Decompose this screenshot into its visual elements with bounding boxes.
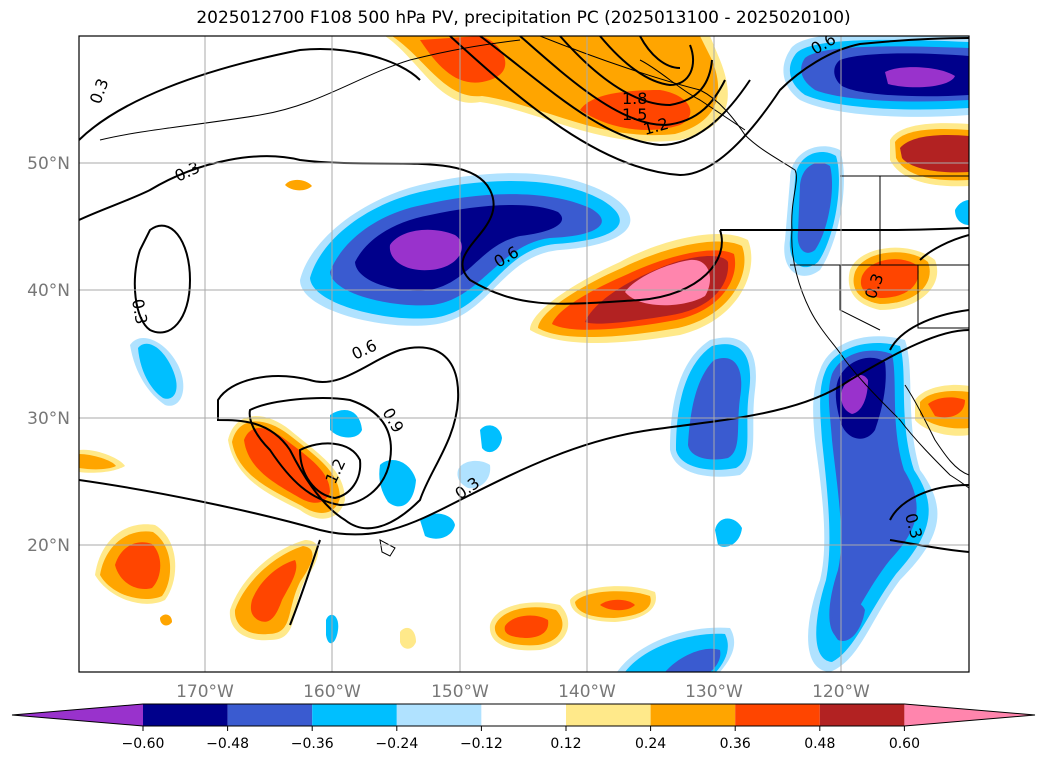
pv-contour <box>479 36 751 147</box>
precip-blob <box>389 229 462 271</box>
pv-contour <box>79 329 969 536</box>
pv-contour <box>79 48 421 141</box>
colorbar-tick-label: 0.24 <box>635 736 666 752</box>
colorbar-tick-label: −0.48 <box>206 736 249 752</box>
pv-contour <box>719 227 969 232</box>
precip-blob <box>115 542 161 590</box>
precip-blob <box>580 90 691 130</box>
lon-tick-label: 120°W <box>812 682 870 702</box>
pv-contour <box>889 484 969 521</box>
contour-label: 1.5 <box>622 105 647 124</box>
colorbar-extend-low <box>12 704 143 726</box>
coastline <box>539 36 746 136</box>
precip-blob <box>420 513 455 539</box>
precip-blob <box>250 560 297 622</box>
colorbar-tick-label: 0.48 <box>804 736 835 752</box>
colorbar-tick-label: 0.60 <box>889 736 920 752</box>
precip-blob <box>504 615 549 638</box>
pv-contour <box>79 155 723 305</box>
precip-blob <box>79 454 116 470</box>
map-area: 0.3 0.3 0.3 0.3 0.3 0.3 0.6 0.6 0.6 0.9 … <box>79 20 969 672</box>
pv-contour <box>519 36 726 127</box>
precip-blob <box>457 460 491 489</box>
contour-label: 1.8 <box>622 89 647 108</box>
pv-contour <box>289 539 321 626</box>
pv-contour <box>559 36 713 107</box>
precip-blob <box>285 179 312 191</box>
coastlines <box>99 20 969 557</box>
precip-blob <box>379 460 416 507</box>
coastline <box>99 39 521 141</box>
colorbar-ticks <box>142 726 905 731</box>
colorbar-tick-label: 0.12 <box>550 736 581 752</box>
precip-blob <box>665 648 721 672</box>
lat-tick-labels: 50°N 40°N 30°N 20°N <box>27 154 70 556</box>
colorbar-segment <box>819 704 905 726</box>
colorbar-extend-high <box>904 704 1035 726</box>
pv-contour <box>889 309 969 351</box>
precip-blob <box>715 518 742 547</box>
contour-label: 0.3 <box>128 297 151 325</box>
lon-tick-label: 170°W <box>176 682 234 702</box>
precip-shading <box>79 36 969 672</box>
colorbar-segment <box>143 704 228 726</box>
lat-tick-label: 30°N <box>27 409 70 429</box>
precip-blob <box>831 601 865 641</box>
precip-blob <box>160 614 172 626</box>
lat-tick-label: 40°N <box>27 281 70 301</box>
colorbar-tick-label: −0.60 <box>122 736 165 752</box>
colorbar-segment <box>650 704 736 726</box>
gridlines <box>79 36 969 672</box>
colorbar-segment <box>566 704 651 726</box>
precip-blob <box>860 259 919 298</box>
lon-tick-label: 130°W <box>685 682 743 702</box>
pv-contour <box>449 36 969 177</box>
coastline <box>250 20 255 25</box>
lon-tick-label: 160°W <box>303 682 361 702</box>
coastline <box>639 59 746 131</box>
lon-tick-labels: 170°W 160°W 150°W 140°W 130°W 120°W <box>176 682 870 702</box>
lat-tick-label: 20°N <box>27 536 70 556</box>
precip-blob <box>420 36 506 83</box>
pv-contour <box>217 346 460 530</box>
map-title: 2025012700 F108 500 hPa PV, precipitatio… <box>196 8 851 28</box>
precip-blob <box>480 425 502 453</box>
precip-blob <box>928 397 965 418</box>
precip-blob <box>841 374 868 414</box>
colorbar-segment <box>735 704 820 726</box>
lon-tick-label: 150°W <box>431 682 489 702</box>
precip-blob <box>625 259 710 306</box>
colorbar-tick-label: −0.12 <box>460 736 503 752</box>
precip-blob <box>600 599 635 611</box>
pv-contour <box>248 397 392 507</box>
colorbar-segment <box>227 704 313 726</box>
coastline <box>917 265 969 329</box>
coastline <box>904 384 969 476</box>
precip-blob <box>885 67 955 88</box>
lat-tick-label: 50°N <box>27 154 70 174</box>
coastline <box>839 265 881 331</box>
colorbar: −0.60 −0.48 −0.36 −0.24 −0.12 0.12 0.24 … <box>11 703 1036 752</box>
colorbar-tick-label: −0.36 <box>291 736 334 752</box>
precip-blob <box>330 410 362 438</box>
colorbar-segment <box>312 704 397 726</box>
pv-contour <box>889 539 969 553</box>
colorbar-tick-label: −0.24 <box>375 736 418 752</box>
colorbar-segment <box>396 704 482 726</box>
pv-contour <box>919 234 969 261</box>
pv-contour <box>599 36 695 87</box>
precip-blob <box>400 627 416 649</box>
pv-contour <box>639 36 681 69</box>
map-frame <box>78 35 970 673</box>
precip-blob <box>955 200 969 225</box>
lon-tick-label: 140°W <box>558 682 616 702</box>
precip-blob <box>688 357 742 460</box>
colorbar-segment <box>481 704 566 726</box>
coastline <box>744 134 969 489</box>
colorbar-tick-label: 0.36 <box>720 736 751 752</box>
precip-blob <box>138 343 177 399</box>
